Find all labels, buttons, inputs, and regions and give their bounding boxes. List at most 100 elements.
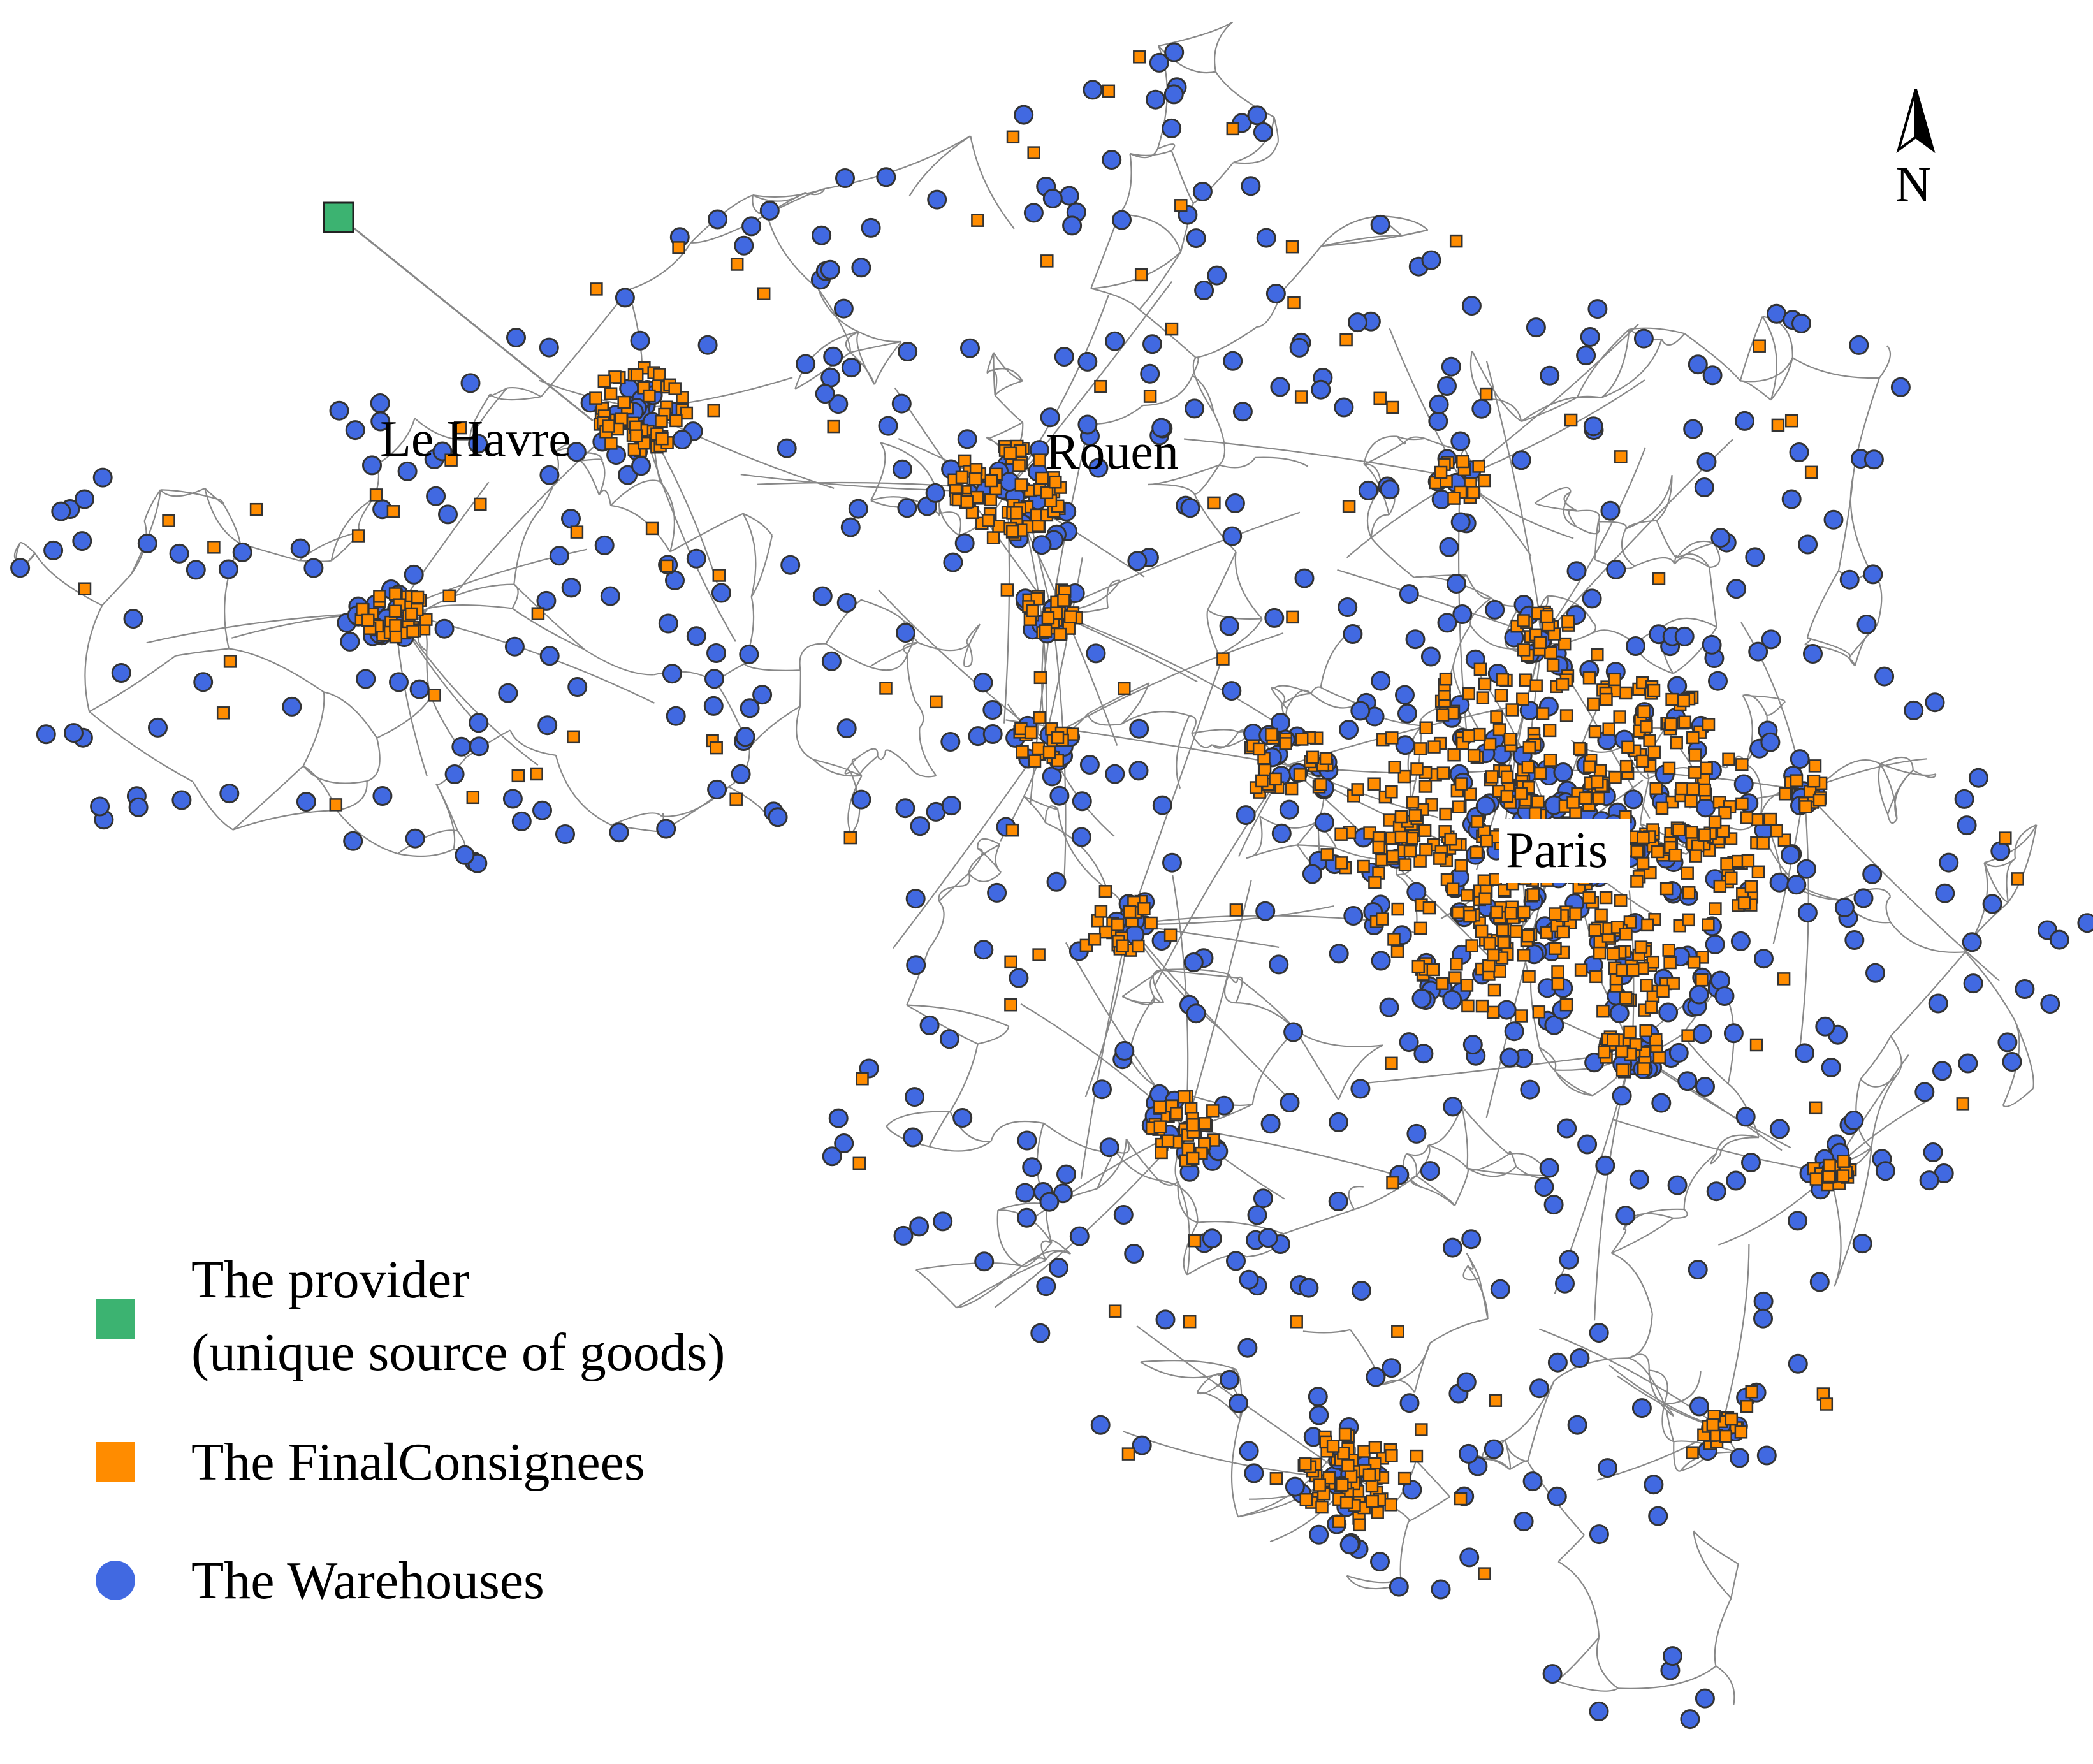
warehouse-marker[interactable] xyxy=(1343,624,1363,644)
consignee-marker[interactable] xyxy=(1999,831,2012,845)
consignee-marker[interactable] xyxy=(1636,754,1649,768)
warehouse-marker[interactable] xyxy=(343,831,363,851)
consignee-marker[interactable] xyxy=(1682,913,1695,927)
consignee-marker[interactable] xyxy=(1662,944,1675,957)
warehouse-marker[interactable] xyxy=(539,337,559,358)
consignee-marker[interactable] xyxy=(1482,959,1496,973)
consignee-marker[interactable] xyxy=(1478,474,1491,488)
warehouse-marker[interactable] xyxy=(1962,932,1982,952)
consignee-marker[interactable] xyxy=(1634,940,1648,954)
consignee-marker[interactable] xyxy=(1032,741,1046,755)
warehouse-marker[interactable] xyxy=(1576,346,1596,366)
consignee-marker[interactable] xyxy=(1740,811,1754,824)
warehouse-marker[interactable] xyxy=(1042,188,1063,208)
consignee-marker[interactable] xyxy=(1756,836,1770,850)
consignee-marker[interactable] xyxy=(1503,733,1517,746)
consignee-marker[interactable] xyxy=(604,387,618,400)
warehouse-marker[interactable] xyxy=(1299,1278,1319,1298)
warehouse-marker[interactable] xyxy=(1348,312,1367,333)
consignee-marker[interactable] xyxy=(373,590,386,603)
warehouse-marker[interactable] xyxy=(780,555,801,575)
consignee-marker[interactable] xyxy=(1651,845,1665,859)
consignee-marker[interactable] xyxy=(852,1156,866,1170)
consignee-marker[interactable] xyxy=(645,521,659,536)
consignee-marker[interactable] xyxy=(1295,733,1309,746)
warehouse-marker[interactable] xyxy=(1017,1130,1037,1151)
warehouse-marker[interactable] xyxy=(1151,418,1172,438)
warehouse-marker[interactable] xyxy=(296,792,316,812)
consignee-marker[interactable] xyxy=(1619,686,1633,700)
warehouse-marker[interactable] xyxy=(759,200,780,221)
warehouse-marker[interactable] xyxy=(345,420,365,441)
consignee-marker[interactable] xyxy=(1536,707,1550,720)
warehouse-marker[interactable] xyxy=(1441,356,1461,377)
warehouse-marker[interactable] xyxy=(796,354,816,374)
warehouse-marker[interactable] xyxy=(933,1211,953,1232)
warehouse-marker[interactable] xyxy=(2002,1052,2022,1072)
warehouse-marker[interactable] xyxy=(982,724,1003,744)
consignee-marker[interactable] xyxy=(1804,465,1818,479)
consignee-marker[interactable] xyxy=(411,590,425,604)
warehouse-marker[interactable] xyxy=(356,669,376,689)
warehouse-marker[interactable] xyxy=(1105,331,1125,351)
consignee-marker[interactable] xyxy=(1619,759,1633,773)
warehouse-marker[interactable] xyxy=(1397,703,1417,724)
consignee-marker[interactable] xyxy=(1183,1315,1197,1329)
warehouse-marker[interactable] xyxy=(506,328,526,347)
consignee-marker[interactable] xyxy=(1640,979,1653,993)
warehouse-marker[interactable] xyxy=(498,683,518,703)
warehouse-marker[interactable] xyxy=(1862,864,1883,884)
warehouse-marker[interactable] xyxy=(1723,1023,1744,1044)
warehouse-marker[interactable] xyxy=(828,394,849,414)
warehouse-marker[interactable] xyxy=(1309,1524,1329,1545)
warehouse-marker[interactable] xyxy=(1863,564,1883,585)
consignee-marker[interactable] xyxy=(1637,1062,1651,1075)
warehouse-marker[interactable] xyxy=(1615,1206,1636,1226)
consignee-marker[interactable] xyxy=(1594,908,1608,922)
warehouse-marker[interactable] xyxy=(1696,798,1716,818)
consignee-marker[interactable] xyxy=(1394,810,1408,824)
consignee-marker[interactable] xyxy=(1493,965,1506,978)
warehouse-marker[interactable] xyxy=(1710,528,1731,548)
warehouse-marker[interactable] xyxy=(1090,1415,1111,1435)
warehouse-marker[interactable] xyxy=(1253,1188,1273,1209)
consignee-marker[interactable] xyxy=(1102,84,1116,98)
warehouse-marker[interactable] xyxy=(1522,1471,1543,1492)
consignee-marker[interactable] xyxy=(530,767,543,781)
warehouse-marker[interactable] xyxy=(1821,1058,1841,1077)
warehouse-marker[interactable] xyxy=(1543,1195,1564,1215)
consignee-marker[interactable] xyxy=(1647,683,1661,697)
consignee-marker[interactable] xyxy=(660,559,674,573)
warehouse-marker[interactable] xyxy=(906,955,926,975)
warehouse-marker[interactable] xyxy=(1420,646,1441,667)
consignee-marker[interactable] xyxy=(1649,782,1663,795)
warehouse-marker[interactable] xyxy=(1308,1387,1328,1407)
warehouse-marker[interactable] xyxy=(1437,376,1457,396)
consignee-marker[interactable] xyxy=(1386,849,1400,863)
warehouse-marker[interactable] xyxy=(1406,1123,1427,1144)
warehouse-marker[interactable] xyxy=(455,845,475,865)
warehouse-marker[interactable] xyxy=(1781,489,1802,509)
warehouse-marker[interactable] xyxy=(1180,498,1200,518)
warehouse-marker[interactable] xyxy=(1244,1463,1264,1483)
consignee-marker[interactable] xyxy=(1725,1412,1739,1426)
warehouse-marker[interactable] xyxy=(707,779,727,799)
warehouse-marker[interactable] xyxy=(1865,963,1885,983)
warehouse-marker[interactable] xyxy=(1815,1016,1835,1037)
consignee-marker[interactable] xyxy=(1744,880,1758,893)
consignee-marker[interactable] xyxy=(1655,801,1669,815)
consignee-marker[interactable] xyxy=(653,368,666,381)
consignee-marker[interactable] xyxy=(1155,1146,1168,1160)
consignee-marker[interactable] xyxy=(1397,1471,1411,1485)
consignee-marker[interactable] xyxy=(1005,823,1019,837)
warehouse-marker[interactable] xyxy=(1612,1086,1632,1106)
warehouse-marker[interactable] xyxy=(1702,634,1722,655)
consignee-marker[interactable] xyxy=(1032,519,1046,532)
warehouse-marker[interactable] xyxy=(171,790,192,810)
warehouse-marker[interactable] xyxy=(1932,1061,1952,1081)
consignee-marker[interactable] xyxy=(1049,475,1062,489)
consignee-marker[interactable] xyxy=(1659,882,1674,896)
warehouse-marker[interactable] xyxy=(1382,1358,1402,1378)
consignee-marker[interactable] xyxy=(1677,694,1691,708)
warehouse-marker[interactable] xyxy=(1695,1077,1715,1097)
